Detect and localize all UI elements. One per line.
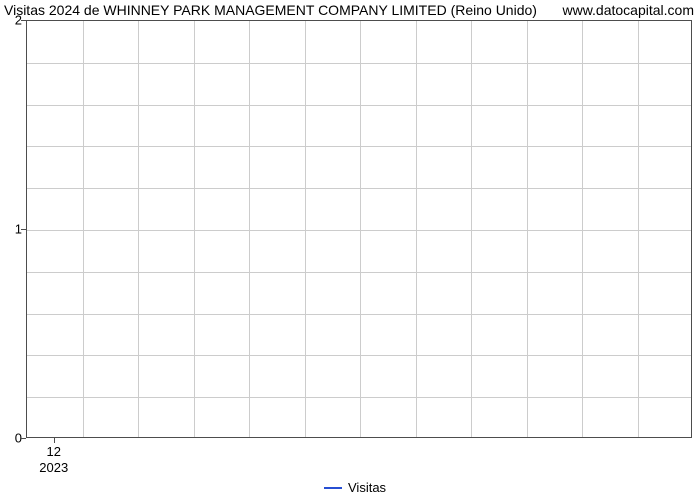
gridline-v [582, 21, 583, 437]
gridline-v [194, 21, 195, 437]
gridline-v [83, 21, 84, 437]
gridline-v [527, 21, 528, 437]
gridline-h [27, 397, 691, 398]
source-credit: www.datocapital.com [562, 2, 694, 18]
y-tick-mark [21, 20, 26, 21]
gridline-v [249, 21, 250, 437]
gridline-v [638, 21, 639, 437]
legend: Visitas [324, 480, 386, 495]
gridline-h [27, 188, 691, 189]
y-tick-label: 1 [6, 222, 22, 237]
x-tick-label: 12 [47, 444, 61, 459]
gridline-v [416, 21, 417, 437]
y-tick-mark [21, 229, 26, 230]
y-tick-mark [21, 438, 26, 439]
gridline-v [360, 21, 361, 437]
gridline-h [27, 230, 691, 231]
y-tick-label: 2 [6, 13, 22, 28]
legend-label: Visitas [348, 480, 386, 495]
y-tick-label: 0 [6, 431, 22, 446]
gridline-h [27, 146, 691, 147]
gridline-v [305, 21, 306, 437]
gridline-h [27, 314, 691, 315]
gridline-h [27, 63, 691, 64]
chart-container: Visitas 2024 de WHINNEY PARK MANAGEMENT … [0, 0, 700, 500]
legend-swatch [324, 487, 342, 489]
gridline-h [27, 105, 691, 106]
plot-area [26, 20, 692, 438]
gridline-h [27, 355, 691, 356]
gridline-v [471, 21, 472, 437]
gridline-h [27, 272, 691, 273]
x-tick-mark [54, 438, 55, 443]
x-year-label: 2023 [39, 460, 68, 475]
chart-title: Visitas 2024 de WHINNEY PARK MANAGEMENT … [4, 2, 537, 18]
gridline-v [138, 21, 139, 437]
